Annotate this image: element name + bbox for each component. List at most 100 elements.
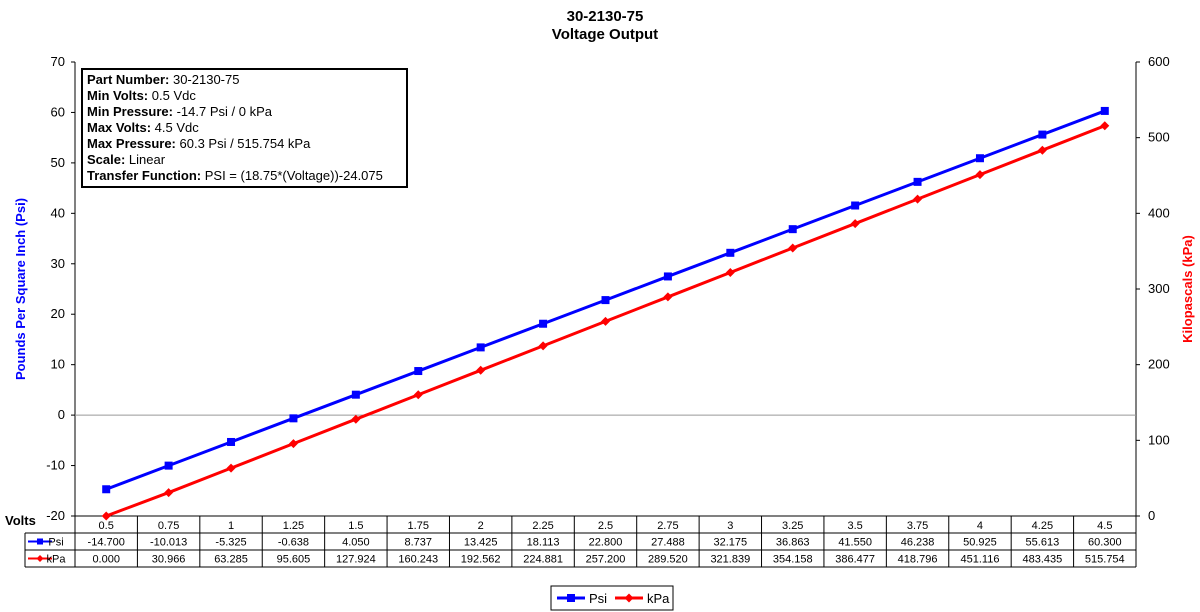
series-layer	[101, 106, 1110, 521]
data-point-psi	[851, 201, 860, 210]
table-cell: -14.700	[88, 537, 125, 549]
table-cell: 60.300	[1088, 537, 1122, 549]
table-cell: 41.550	[838, 537, 872, 549]
legend-marker-psi	[567, 594, 575, 602]
x-tick-label: 2.75	[657, 520, 678, 532]
x-tick-label: 1.75	[408, 520, 429, 532]
x-tick-label: 2	[478, 520, 484, 532]
info-row: Max Volts: 4.5 Vdc	[87, 120, 199, 135]
data-point-kpa	[413, 390, 423, 400]
data-point-kpa	[601, 316, 610, 326]
info-row: Min Pressure: -14.7 Psi / 0 kPa	[87, 104, 273, 119]
data-point-psi	[975, 154, 984, 163]
info-row-value: -14.7 Psi / 0 kPa	[177, 104, 273, 119]
data-point-kpa	[1100, 121, 1110, 131]
chart-subtitle: Voltage Output	[552, 26, 658, 43]
left-tick-label: 0	[58, 407, 65, 422]
left-tick-label: 70	[51, 54, 65, 69]
x-tick-label: 0.75	[158, 520, 179, 532]
table-series-name: kPa	[47, 554, 67, 566]
info-row-label: Part Number:	[87, 72, 173, 87]
legend-label-kpa: kPa	[647, 591, 670, 606]
table-cell: -0.638	[278, 537, 309, 549]
left-tick-label: 40	[51, 205, 65, 220]
table-series-marker	[36, 555, 44, 562]
table-cell: 32.175	[713, 537, 747, 549]
table-cell: 289.520	[648, 554, 688, 566]
data-point-kpa	[476, 365, 486, 375]
table-cell: 18.113	[527, 537, 560, 549]
table-cell: -5.325	[215, 537, 246, 549]
data-point-kpa	[226, 463, 236, 473]
data-point-psi	[289, 414, 298, 423]
data-point-psi	[539, 319, 548, 328]
x-tick-label: 4	[977, 520, 983, 532]
data-point-psi	[1038, 130, 1047, 139]
table-cell: 4.050	[342, 537, 370, 549]
right-tick-label: 600	[1148, 54, 1170, 69]
right-tick-label: 500	[1148, 130, 1170, 145]
data-point-kpa	[663, 292, 673, 302]
table-cell: 95.605	[277, 554, 311, 566]
table-cell: 451.116	[960, 554, 999, 566]
legend-label-psi: Psi	[589, 591, 607, 606]
data-point-kpa	[975, 170, 985, 180]
left-tick-label: 50	[51, 155, 65, 170]
info-row-value: 4.5 Vdc	[155, 120, 200, 135]
table-cell: 224.881	[523, 554, 563, 566]
right-tick-label: 100	[1148, 432, 1170, 447]
legend-marker-kpa	[624, 593, 634, 603]
data-point-psi	[726, 248, 735, 257]
info-row-label: Min Pressure:	[87, 104, 177, 119]
table-cell: 22.800	[589, 537, 623, 549]
data-point-psi	[164, 461, 173, 470]
data-point-kpa	[1037, 145, 1047, 155]
info-row-label: Max Volts:	[87, 120, 155, 135]
left-axis-title: Pounds Per Square Inch (Psi)	[13, 198, 28, 380]
right-tick-label: 0	[1148, 508, 1155, 523]
table-cell: 8.737	[404, 537, 432, 549]
table-cell: 483.435	[1022, 554, 1062, 566]
data-point-kpa	[538, 341, 548, 351]
info-box-frame	[81, 68, 408, 188]
data-point-kpa	[725, 267, 735, 277]
x-axis-title: Volts	[5, 513, 36, 528]
info-row: Scale: Linear	[87, 152, 166, 167]
table-cell: 127.924	[336, 554, 376, 566]
x-tick-label: 1.5	[348, 520, 363, 532]
table-series-marker	[37, 538, 43, 545]
table-cell: 515.754	[1085, 554, 1125, 566]
table-cell: 50.925	[963, 537, 997, 549]
info-row: Part Number: 30-2130-75	[87, 72, 239, 87]
right-tick-label: 400	[1148, 205, 1170, 220]
x-tick-label: 4.5	[1097, 520, 1112, 532]
table-series-name: Psi	[48, 537, 63, 549]
data-point-kpa	[164, 488, 174, 498]
data-point-psi	[788, 225, 797, 234]
data-table: Volts 0.5 0.75 1 1.25 1.5 1.75 2 2.25 2.5 2.75 3 3.2…	[5, 513, 1137, 568]
data-point-kpa	[850, 219, 860, 229]
right-axis-title: Kilopascals (kPa)	[1180, 235, 1195, 343]
x-tick-label: 4.25	[1032, 520, 1053, 532]
data-point-psi	[601, 296, 610, 305]
data-point-psi	[476, 343, 485, 352]
table-cell: 63.285	[214, 554, 248, 566]
x-tick-label: 2.5	[598, 520, 613, 532]
table-cell: 257.200	[586, 554, 626, 566]
data-point-psi	[1100, 106, 1109, 115]
info-row-value: 60.3 Psi / 515.754 kPa	[180, 136, 312, 151]
info-row: Transfer Function: PSI = (18.75*(Voltage…	[87, 168, 383, 183]
x-tick-label: 1	[228, 520, 234, 532]
table-cell: 160.243	[398, 554, 438, 566]
table-cell: 13.425	[464, 537, 498, 549]
x-tick-label: 3	[727, 520, 733, 532]
left-tick-label: 60	[51, 104, 65, 119]
info-row-label: Max Pressure:	[87, 136, 180, 151]
x-tick-label: 3.25	[782, 520, 803, 532]
right-tick-label: 300	[1148, 281, 1170, 296]
data-point-psi	[351, 390, 360, 399]
info-row: Max Pressure: 60.3 Psi / 515.754 kPa	[87, 136, 311, 151]
axes: -20 -10 0 10 20 30 40 50 60 70 0 100 200 300 400 500 600…	[13, 54, 1195, 523]
table-cell: 46.238	[901, 537, 935, 549]
data-point-psi	[102, 485, 111, 494]
